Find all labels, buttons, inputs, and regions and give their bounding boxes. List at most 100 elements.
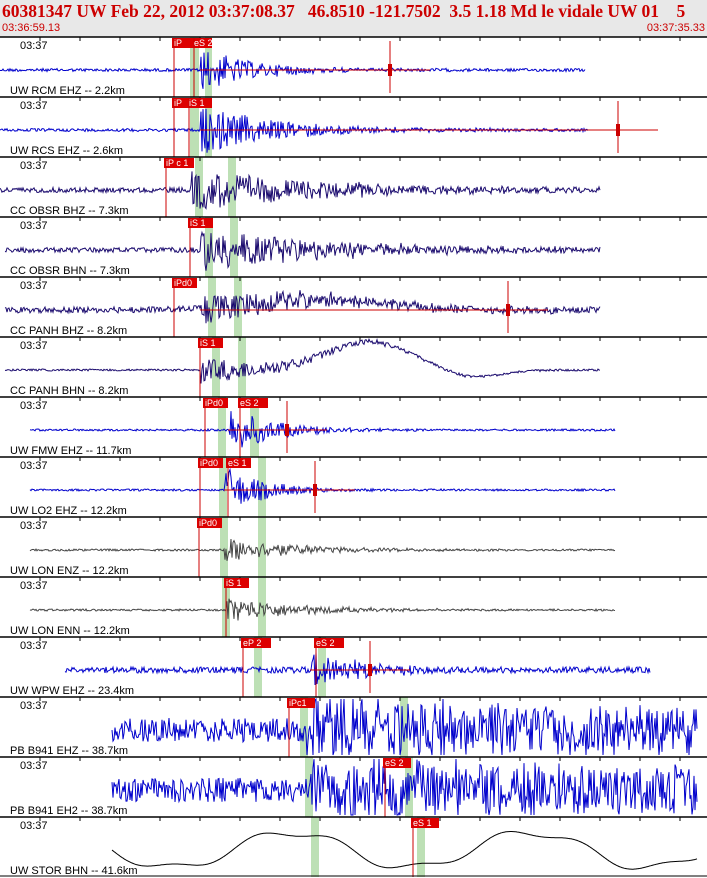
- phase-pick-flag[interactable]: [224, 578, 249, 588]
- phase-pick-label: eS 2: [194, 38, 213, 48]
- phase-pick-label: eS 1: [228, 458, 247, 468]
- phase-pick-flag[interactable]: [198, 338, 223, 348]
- waveform: [111, 758, 698, 816]
- s-arrival-band: [205, 97, 212, 157]
- phase-pick-flag[interactable]: [383, 758, 411, 768]
- trace-panel[interactable]: 03:37 UW RCS EHZ -- 2.6km iP iS 1: [0, 96, 707, 157]
- trace-panel[interactable]: 03:37 UW FMW EHZ -- 11.7km iPd0 eS 2: [0, 396, 707, 457]
- phase-pick-flag[interactable]: [192, 38, 212, 48]
- station-label: CC OBSR BHN -- 7.3km: [10, 265, 130, 277]
- station-label: PB B941 EH2 -- 38.7km: [10, 805, 127, 817]
- phase-pick-flag[interactable]: [287, 698, 315, 708]
- trace-panel[interactable]: 03:37 UW LON ENN -- 12.2km iS 1: [0, 576, 707, 637]
- panel-time-label: 03:37: [20, 340, 48, 352]
- station-label: UW STOR BHN -- 41.6km: [10, 865, 138, 877]
- phase-pick-label: iP: [174, 98, 182, 108]
- p-arrival-band: [254, 637, 262, 697]
- phase-pick-label: iS 1: [200, 338, 216, 348]
- phase-pick-label: eS 2: [316, 638, 335, 648]
- s-arrival-band: [400, 697, 408, 757]
- phase-pick-flag[interactable]: [238, 398, 268, 408]
- waveform: [0, 171, 601, 210]
- panel-time-label: 03:37: [20, 220, 48, 232]
- phase-pick-label: iPd0: [205, 398, 223, 408]
- p-arrival-band: [300, 697, 308, 757]
- waveform: [0, 108, 589, 153]
- trace-panel[interactable]: 03:37 CC OBSR BHN -- 7.3km iS 1: [0, 216, 707, 277]
- phase-pick-flag[interactable]: [188, 218, 213, 228]
- p-arrival-band: [220, 517, 228, 577]
- phase-pick-flag[interactable]: [172, 38, 192, 48]
- trace-panel[interactable]: 03:37 PB B941 EH2 -- 38.7km eS 2: [0, 756, 707, 817]
- trace-panel[interactable]: 03:37 PB B941 EHZ -- 38.7km iPc1: [0, 696, 707, 757]
- panel-time-label: 03:37: [20, 100, 48, 112]
- waveform: [29, 598, 616, 621]
- phase-pick-flag[interactable]: [226, 458, 251, 468]
- waveform: [4, 337, 601, 384]
- trace-panel[interactable]: 03:37 UW RCM EHZ -- 2.2km iP eS 2: [0, 36, 707, 97]
- phase-pick-flag[interactable]: [197, 518, 222, 528]
- phase-pick-label: eP 2: [243, 638, 261, 648]
- trace-panel[interactable]: 03:37 CC PANH BHZ -- 8.2km iPd0: [0, 276, 707, 337]
- waveform: [111, 697, 698, 756]
- coda-marker-box: [313, 484, 317, 496]
- trace-panel[interactable]: 03:37 UW WPW EHZ -- 23.4km eP 2 eS 2: [0, 636, 707, 697]
- s-arrival-band: [234, 277, 242, 337]
- phase-pick-flag[interactable]: [411, 818, 439, 828]
- station-label: UW LON ENZ -- 12.2km: [10, 565, 129, 577]
- phase-pick-label: eS 2: [240, 398, 259, 408]
- phase-pick-label: eS 1: [413, 818, 432, 828]
- phase-pick-label: eS 2: [385, 758, 404, 768]
- trace-panel[interactable]: 03:37 CC PANH BHN -- 8.2km iS 1: [0, 336, 707, 397]
- station-label: UW RCM EHZ -- 2.2km: [10, 85, 125, 97]
- p-arrival-band: [218, 397, 226, 457]
- station-label: PB B941 EHZ -- 38.7km: [10, 745, 128, 757]
- phase-pick-label: iS 1: [226, 578, 242, 588]
- trace-panel[interactable]: 03:37 UW STOR BHN -- 41.6km eS 1: [0, 816, 707, 877]
- p-arrival-band: [205, 217, 213, 277]
- station-label: CC PANH BHN -- 8.2km: [10, 385, 128, 397]
- waveform: [29, 538, 616, 561]
- event-title: 60381347 UW Feb 22, 2012 03:37:08.37 46.…: [2, 1, 686, 21]
- panel-time-label: 03:37: [20, 700, 48, 712]
- coda-marker-box: [506, 304, 510, 316]
- phase-pick-flag[interactable]: [203, 398, 228, 408]
- coda-marker-box: [388, 64, 392, 76]
- trace-panel[interactable]: 03:37 UW LON ENZ -- 12.2km iPd0: [0, 516, 707, 577]
- phase-pick-flag[interactable]: [172, 98, 192, 108]
- coda-marker-box: [285, 424, 289, 436]
- station-label: UW RCS EHZ -- 2.6km: [10, 145, 123, 157]
- phase-pick-flag[interactable]: [172, 278, 197, 288]
- p-arrival-band: [208, 277, 216, 337]
- coda-marker-box: [616, 124, 620, 136]
- waveform: [29, 411, 616, 448]
- station-label: UW WPW EHZ -- 23.4km: [10, 685, 134, 697]
- p-arrival-band: [212, 337, 220, 397]
- phase-pick-label: iPd0: [199, 518, 217, 528]
- panel-time-label: 03:37: [20, 400, 48, 412]
- phase-pick-flag[interactable]: [187, 98, 212, 108]
- station-label: UW LON ENN -- 12.2km: [10, 625, 130, 637]
- phase-pick-label: iS 1: [189, 98, 205, 108]
- trace-panel[interactable]: 03:37 UW LO2 EHZ -- 12.2km iPd0 eS 1: [0, 456, 707, 517]
- station-label: CC OBSR BHZ -- 7.3km: [10, 205, 129, 217]
- s-arrival-band: [318, 637, 326, 697]
- station-label: UW FMW EHZ -- 11.7km: [10, 445, 131, 457]
- phase-pick-flag[interactable]: [198, 458, 223, 468]
- coda-marker-box: [368, 664, 372, 676]
- p-arrival-band: [311, 817, 319, 877]
- waveform: [29, 467, 616, 504]
- panel-time-label: 03:37: [20, 820, 48, 832]
- phase-pick-flag[interactable]: [241, 638, 271, 648]
- panel-time-label: 03:37: [20, 520, 48, 532]
- panel-time-label: 03:37: [20, 580, 48, 592]
- panel-time-label: 03:37: [20, 280, 48, 292]
- phase-pick-label: iPd0: [174, 278, 192, 288]
- trace-panel[interactable]: 03:37 CC OBSR BHZ -- 7.3km iP c 1: [0, 156, 707, 217]
- waveform: [111, 831, 698, 870]
- phase-pick-flag[interactable]: [314, 638, 344, 648]
- window-start-time: 03:36:59.13: [2, 22, 61, 34]
- phase-pick-flag[interactable]: [164, 158, 194, 168]
- phase-pick-label: iP c 1: [166, 158, 188, 168]
- waveform: [4, 289, 601, 324]
